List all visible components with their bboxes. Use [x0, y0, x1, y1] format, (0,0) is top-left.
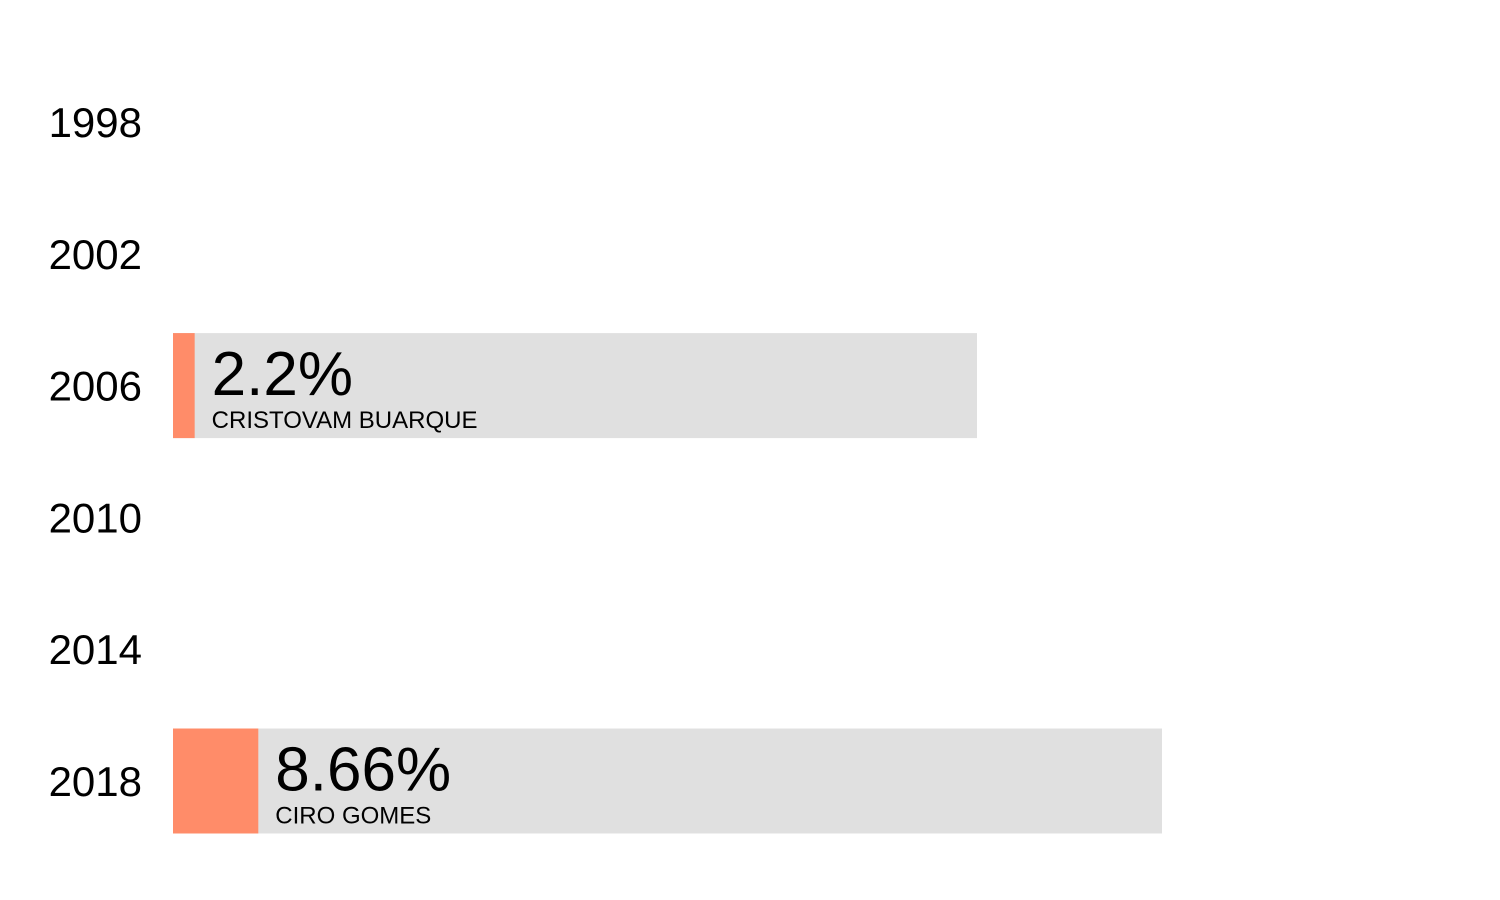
bar [173, 729, 258, 834]
year-tick-label: 2006 [49, 363, 142, 410]
bar [173, 333, 195, 438]
value-label: 2.2% [212, 340, 353, 409]
year-tick-label: 2018 [49, 758, 142, 805]
year-tick-label: 1998 [49, 99, 142, 146]
candidate-label: CIRO GOMES [275, 803, 431, 830]
year-tick-label: 2002 [49, 231, 142, 278]
value-label: 8.66% [275, 736, 451, 805]
year-tick-label: 2014 [49, 626, 142, 673]
candidate-label: CRISTOVAM BUARQUE [212, 407, 478, 434]
year-tick-label: 2010 [49, 494, 142, 541]
